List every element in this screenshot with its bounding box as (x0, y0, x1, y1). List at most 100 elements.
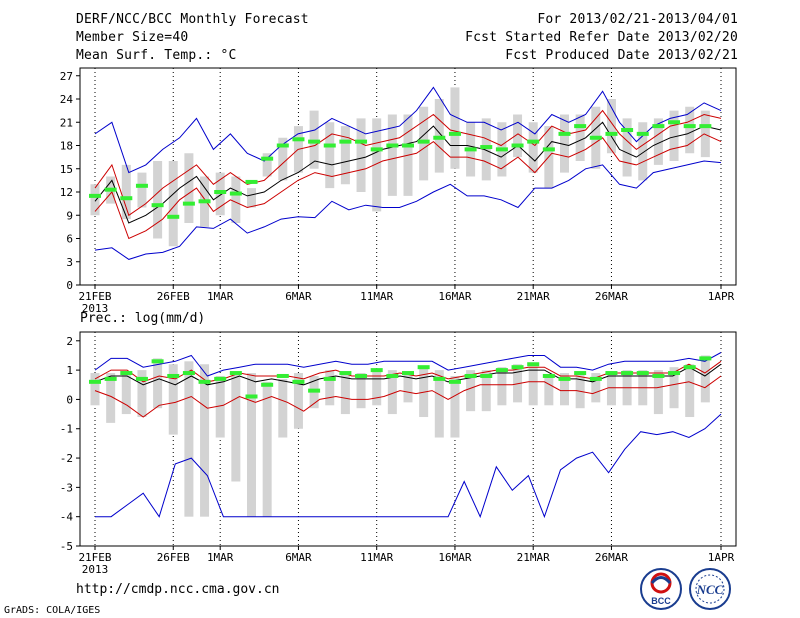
temp-observed-mark (699, 124, 712, 129)
prec-ensemble-min-line (95, 413, 722, 519)
temp-observed-mark (355, 139, 368, 144)
temp-range-bar (184, 153, 194, 223)
prec-range-bar (669, 367, 679, 409)
prec-observed-mark (417, 365, 430, 370)
temp-range-bar (481, 118, 491, 181)
temp-range-bar (247, 188, 256, 208)
prec-range-bar (340, 373, 350, 415)
prec-range-bar (606, 373, 616, 406)
temp-observed-mark (511, 143, 524, 148)
prec-observed-mark (558, 376, 571, 381)
prec-range-bar (528, 367, 538, 406)
temp-observed-mark (683, 124, 696, 129)
temp-ytick-label: 18 (60, 140, 73, 153)
forecast-started-date: Fcst Started Refer Date 2013/02/20 (465, 30, 738, 45)
prec-ytick-label: -5 (60, 540, 73, 553)
temp-year-label: 2013 (82, 302, 109, 315)
prec-range-bar (591, 373, 601, 403)
prec-range-bar (434, 370, 444, 438)
temp-observed-mark (386, 143, 399, 148)
prec-range-bar (137, 370, 147, 418)
temp-observed-mark (323, 143, 336, 148)
temp-range-bar (231, 176, 241, 223)
chart-title: DERF/NCC/BCC Monthly Forecast (76, 12, 309, 27)
temp-xtick-label: 16MAR (438, 290, 471, 303)
prec-range-bar (153, 358, 163, 409)
temp-range-bar (372, 118, 382, 212)
temp-range-bar (340, 126, 350, 185)
temp-xtick-label: 1MAR (207, 290, 234, 303)
temp-observed-mark (370, 147, 383, 152)
ncc-logo-text: NCC (696, 582, 724, 597)
precipitation-panel: -5 -4 -3 -2 -1 0 1 2 21FEB 26FEB 1MAR 6MAR 11MAR 16MA… (60, 311, 737, 576)
temp-observed-mark (292, 137, 305, 142)
temp-observed-mark (120, 196, 133, 201)
prec-lower-line (94, 375, 722, 418)
prec-observed-mark (104, 376, 117, 381)
temp-xtick-label: 21FEB (78, 290, 111, 303)
temp-observed-mark (527, 139, 540, 144)
temp-xtick-label: 21MAR (517, 290, 550, 303)
prec-range-bar (560, 373, 569, 406)
temp-observed-mark (151, 203, 164, 208)
temp-range-bar (513, 114, 523, 158)
prec-observed-mark (652, 373, 665, 378)
grads-credit: GrADS: COLA/IGES (4, 605, 101, 616)
prec-observed-mark (621, 371, 634, 376)
prec-range-bar (90, 373, 100, 406)
prec-range-bar (293, 373, 303, 429)
prec-observed-mark (589, 376, 602, 381)
bcc-logo-text: BCC (651, 596, 671, 606)
prec-observed-mark (292, 379, 305, 384)
temp-observed-mark (668, 120, 681, 125)
temp-ytick-label: 9 (66, 209, 73, 222)
temp-range-bar (450, 87, 460, 169)
prec-observed-mark (574, 371, 587, 376)
temp-range-bar (622, 118, 632, 177)
prec-observed-mark (668, 371, 681, 376)
prec-range-bar (200, 364, 210, 517)
prec-range-bar (685, 364, 695, 418)
prec-range-bar (121, 373, 131, 415)
prec-range-bar (450, 375, 460, 438)
prec-observed-mark (229, 371, 242, 376)
prec-observed-mark (261, 382, 274, 387)
prec-range-bar (653, 370, 663, 415)
source-url[interactable]: http://cmdp.ncc.cma.gov.cn (76, 582, 280, 597)
prec-observed-mark (542, 373, 555, 378)
prec-range-bar (497, 367, 507, 406)
prec-ytick-label: 2 (66, 335, 73, 348)
temp-ytick-label: 0 (66, 279, 73, 292)
temp-range-bar (325, 122, 335, 189)
temp-frame (79, 67, 737, 286)
prec-range-bar (356, 373, 366, 409)
temp-observed-mark (480, 145, 493, 150)
prec-range-bar (215, 375, 225, 438)
temp-observed-mark (261, 156, 274, 161)
bcc-logo: BCC (640, 568, 682, 610)
prec-observed-mark (370, 368, 383, 373)
prec-observed-mark (355, 373, 368, 378)
temp-observed-mark (574, 124, 587, 129)
temp-observed-mark (104, 187, 117, 192)
prec-range-bar (168, 364, 178, 435)
temp-ytick-label: 12 (60, 186, 73, 199)
temp-range-bar (356, 118, 366, 192)
prec-observed-mark (214, 376, 227, 381)
temp-range-bar (560, 114, 569, 173)
prec-range-bar (403, 373, 413, 403)
prec-observed-mark (386, 373, 399, 378)
prec-range-bar (387, 370, 397, 415)
prec-observed-mark (699, 356, 712, 361)
prec-observed-mark (245, 394, 258, 399)
temp-observed-mark (464, 147, 477, 152)
prec-observed-mark (276, 373, 289, 378)
temp-observed-mark (198, 199, 211, 204)
temp-observed-mark (402, 143, 414, 148)
temp-observed-mark (589, 135, 602, 140)
prec-observed-mark (511, 365, 524, 370)
prec-observed-mark (683, 365, 696, 370)
temp-ytick-label: 27 (60, 70, 73, 83)
prec-xtick-label: 26FEB (157, 551, 190, 564)
